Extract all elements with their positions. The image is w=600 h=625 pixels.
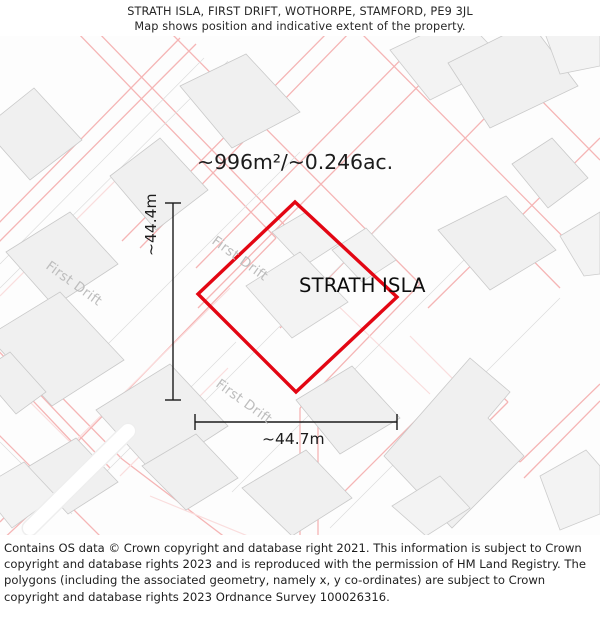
dimension-horizontal: [194, 414, 398, 430]
road-strip: [21, 422, 137, 535]
map-footer: Contains OS data © Crown copyright and d…: [0, 537, 600, 625]
property-boundary-polygon[interactable]: [195, 199, 400, 395]
copyright-notice: Contains OS data © Crown copyright and d…: [4, 541, 586, 604]
page-title: STRATH ISLA, FIRST DRIFT, WOTHORPE, STAM…: [127, 5, 473, 18]
map-header: STRATH ISLA, FIRST DRIFT, WOTHORPE, STAM…: [0, 0, 600, 36]
map-vector-layer: .bld { fill:#f0f0f0; stroke:#c9c9c9; str…: [0, 36, 600, 535]
page-subtitle: Map shows position and indicative extent…: [134, 20, 466, 33]
dimension-vertical: [165, 202, 181, 401]
map-canvas[interactable]: .bld { fill:#f0f0f0; stroke:#c9c9c9; str…: [0, 36, 600, 535]
building-footprints: [0, 36, 600, 535]
